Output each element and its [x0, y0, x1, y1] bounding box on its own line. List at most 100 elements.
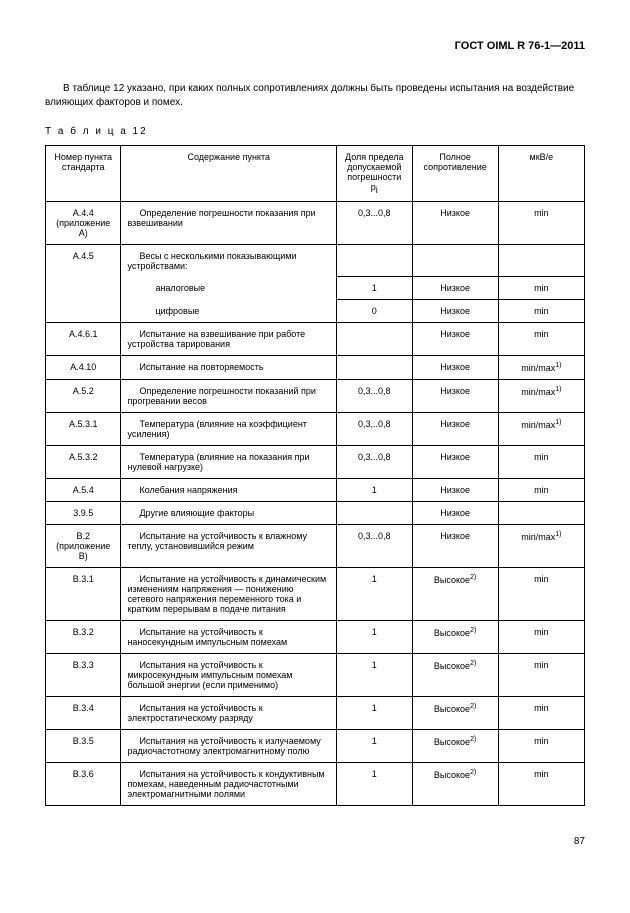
table-row: B.3.2Испытание на устойчивость к наносек…	[46, 621, 585, 654]
table-cell: min/max1)	[498, 380, 584, 413]
table-cell: 0,3,..0,8	[337, 413, 412, 446]
table-cell: A.5.3.1	[46, 413, 121, 446]
table-cell: Высокое2)	[412, 568, 498, 621]
table-cell: Испытания на устойчивость к микросекундн…	[121, 654, 337, 697]
table-cell: B.3.4	[46, 697, 121, 730]
table-cell	[46, 300, 121, 323]
table-cell: A.5.3.2	[46, 446, 121, 479]
table-cell: цифровые	[121, 300, 337, 323]
table-cell: B.2(приложение В)	[46, 525, 121, 568]
table-cell: Высокое2)	[412, 621, 498, 654]
table-cell: Испытание на повторяемость	[121, 356, 337, 380]
table-cell: 0,3...0,8	[337, 446, 412, 479]
table-cell: 0	[337, 300, 412, 323]
table-cell: Колебания напряжения	[121, 479, 337, 502]
table-body: A.4.4(приложение А)Определение погрешнос…	[46, 201, 585, 806]
table-row: цифровые0Низкоеmin	[46, 300, 585, 323]
table-row: A.4.5Весы с несколькими показывающими ус…	[46, 244, 585, 277]
table-cell: Испытания на устойчивость к излучаемому …	[121, 730, 337, 763]
table-cell	[337, 244, 412, 277]
table-cell: 1	[337, 277, 412, 300]
table-cell: Высокое2)	[412, 763, 498, 806]
table-cell: Низкое	[412, 356, 498, 380]
table-row: B.3.6Испытания на устойчивость к кондукт…	[46, 763, 585, 806]
table-cell: min	[498, 277, 584, 300]
table-cell: 1	[337, 654, 412, 697]
table-cell: min	[498, 446, 584, 479]
table-cell: Высокое2)	[412, 730, 498, 763]
table-cell	[337, 323, 412, 356]
col-header-3: Доля предела допускаемой погрешности pi	[337, 146, 412, 202]
table-cell: Испытания на устойчивость к кондуктивным…	[121, 763, 337, 806]
table-cell: min/max1)	[498, 356, 584, 380]
table-cell: Низкое	[412, 300, 498, 323]
table-row: аналоговые1Низкоеmin	[46, 277, 585, 300]
table-cell: A.5.4	[46, 479, 121, 502]
table-row: A.4.4(приложение А)Определение погрешнос…	[46, 201, 585, 244]
table-row: A.4.10Испытание на повторяемостьНизкоеmi…	[46, 356, 585, 380]
col-header-1: Номер пункта стандарта	[46, 146, 121, 202]
table-row: A.5.3.2Температура (влияние на показания…	[46, 446, 585, 479]
table-caption: Т а б л и ц а 12	[45, 126, 585, 137]
table-header-row: Номер пункта стандарта Содержание пункта…	[46, 146, 585, 202]
table-cell: Температура (влияние на показания при ну…	[121, 446, 337, 479]
table-cell: Определение погрешности показаний при пр…	[121, 380, 337, 413]
table-cell: B.3.6	[46, 763, 121, 806]
col-header-5: мкВ/e	[498, 146, 584, 202]
table-cell: Низкое	[412, 413, 498, 446]
table-cell: Температура (влияние на коэффициент усил…	[121, 413, 337, 446]
table-cell: B.3.5	[46, 730, 121, 763]
table-cell	[337, 502, 412, 525]
table-cell: min	[498, 763, 584, 806]
table-cell: 0,3...0,8	[337, 525, 412, 568]
table-row: B.3.1Испытание на устойчивость к динамич…	[46, 568, 585, 621]
table-cell: Высокое2)	[412, 654, 498, 697]
col-header-2: Содержание пункта	[121, 146, 337, 202]
table-cell: B.3.1	[46, 568, 121, 621]
table-cell: Низкое	[412, 277, 498, 300]
table-cell: min	[498, 621, 584, 654]
table-cell: Испытание на устойчивость к влажному теп…	[121, 525, 337, 568]
table-row: B.3.3Испытания на устойчивость к микросе…	[46, 654, 585, 697]
table-cell: min	[498, 323, 584, 356]
table-cell: 3.9.5	[46, 502, 121, 525]
table-cell: Другие влияющие факторы	[121, 502, 337, 525]
table-row: 3.9.5Другие влияющие факторы Низкое	[46, 502, 585, 525]
table-cell: Низкое	[412, 380, 498, 413]
table-cell: Испытание на взвешивание при работе устр…	[121, 323, 337, 356]
table-cell: Испытание на устойчивость к наносекундны…	[121, 621, 337, 654]
table-cell: A.4.5	[46, 244, 121, 277]
table-cell: A.4.4(приложение А)	[46, 201, 121, 244]
table-cell	[46, 277, 121, 300]
table-cell: B.3.3	[46, 654, 121, 697]
table-cell: A.4.6.1	[46, 323, 121, 356]
table-cell	[498, 244, 584, 277]
document-header: ГОСТ OIML R 76-1—2011	[45, 40, 585, 52]
table-cell: min/max1)	[498, 413, 584, 446]
table-cell: 1	[337, 730, 412, 763]
table-cell: min/max1)	[498, 525, 584, 568]
table-cell: 1	[337, 697, 412, 730]
table-cell: min	[498, 568, 584, 621]
table-cell: min	[498, 300, 584, 323]
table-cell: Весы с несколькими показывающими устройс…	[121, 244, 337, 277]
table-cell: min	[498, 697, 584, 730]
table-cell: min	[498, 479, 584, 502]
table-row: B.2(приложение В)Испытание на устойчивос…	[46, 525, 585, 568]
table-cell: 1	[337, 479, 412, 502]
intro-paragraph: В таблице 12 указано, при каких полных с…	[45, 82, 585, 110]
table-cell: Определение погрешности показания при вз…	[121, 201, 337, 244]
table-cell: 1	[337, 763, 412, 806]
table-cell: min	[498, 201, 584, 244]
table-cell	[412, 244, 498, 277]
table-cell	[498, 502, 584, 525]
table-cell: 1	[337, 568, 412, 621]
table-cell: 0,3...0,8	[337, 380, 412, 413]
table-cell: 0,3...0,8	[337, 201, 412, 244]
table-cell: Низкое	[412, 502, 498, 525]
table-cell: Низкое	[412, 446, 498, 479]
table-row: A.5.3.1Температура (влияние на коэффицие…	[46, 413, 585, 446]
table-cell: Низкое	[412, 525, 498, 568]
table-cell: Высокое2)	[412, 697, 498, 730]
table-cell: Низкое	[412, 479, 498, 502]
